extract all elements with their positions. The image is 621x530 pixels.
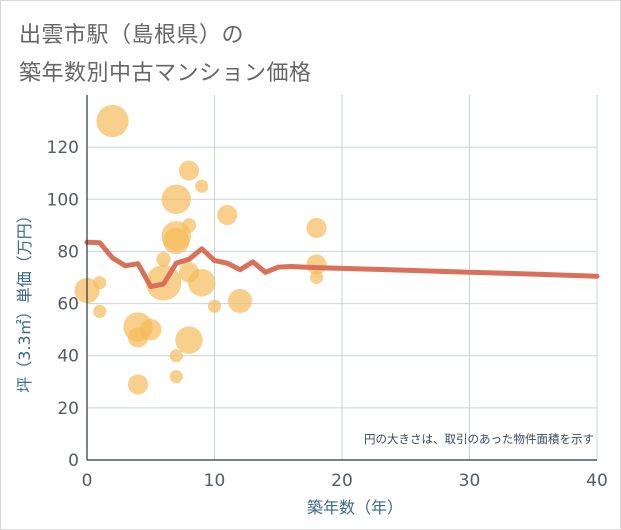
trend-line xyxy=(84,239,600,290)
data-point xyxy=(195,179,209,193)
x-tick-label: 0 xyxy=(82,471,93,491)
data-point xyxy=(161,184,191,215)
x-tick-label: 40 xyxy=(586,471,608,491)
data-point xyxy=(227,288,253,313)
x-tick-label: 30 xyxy=(459,471,481,491)
data-point xyxy=(188,269,216,297)
data-point xyxy=(207,299,222,313)
y-axis-label: 坪（3.3㎡）単価（万円） xyxy=(15,207,34,392)
data-point xyxy=(169,369,183,384)
data-points xyxy=(74,104,327,395)
y-tick-label: 0 xyxy=(68,451,79,471)
data-point xyxy=(93,304,107,318)
data-point xyxy=(178,160,200,181)
chart-title-line1: 出雲市駅（島根県）の xyxy=(19,23,245,48)
axes: 0 20 40 60 80 100 120 0 10 20 30 40 xyxy=(47,95,608,491)
trend-series xyxy=(84,239,600,290)
y-tick-label: 80 xyxy=(57,242,79,262)
data-point xyxy=(96,104,129,138)
data-point xyxy=(175,326,203,354)
data-point xyxy=(309,270,324,285)
y-tick-label: 120 xyxy=(47,138,79,158)
y-tick-label: 20 xyxy=(57,399,79,419)
x-axis-label: 築年数（年） xyxy=(307,498,403,517)
data-point xyxy=(217,204,238,225)
data-point xyxy=(169,349,183,363)
data-point xyxy=(93,276,107,290)
data-point xyxy=(181,218,197,233)
x-tick-label: 20 xyxy=(331,471,353,491)
y-tick-label: 60 xyxy=(57,295,79,315)
data-point xyxy=(156,252,171,267)
chart-title-line2: 築年数別中古マンション価格 xyxy=(19,61,312,86)
data-point xyxy=(139,318,162,341)
data-point xyxy=(127,374,149,395)
bubble-size-note: 円の大きさは、取引のあった物件面積を示す xyxy=(364,432,594,446)
data-point xyxy=(163,227,190,255)
y-tick-label: 40 xyxy=(57,347,79,367)
data-point xyxy=(306,217,327,239)
y-tick-label: 100 xyxy=(47,190,79,210)
x-tick-label: 10 xyxy=(204,471,226,491)
